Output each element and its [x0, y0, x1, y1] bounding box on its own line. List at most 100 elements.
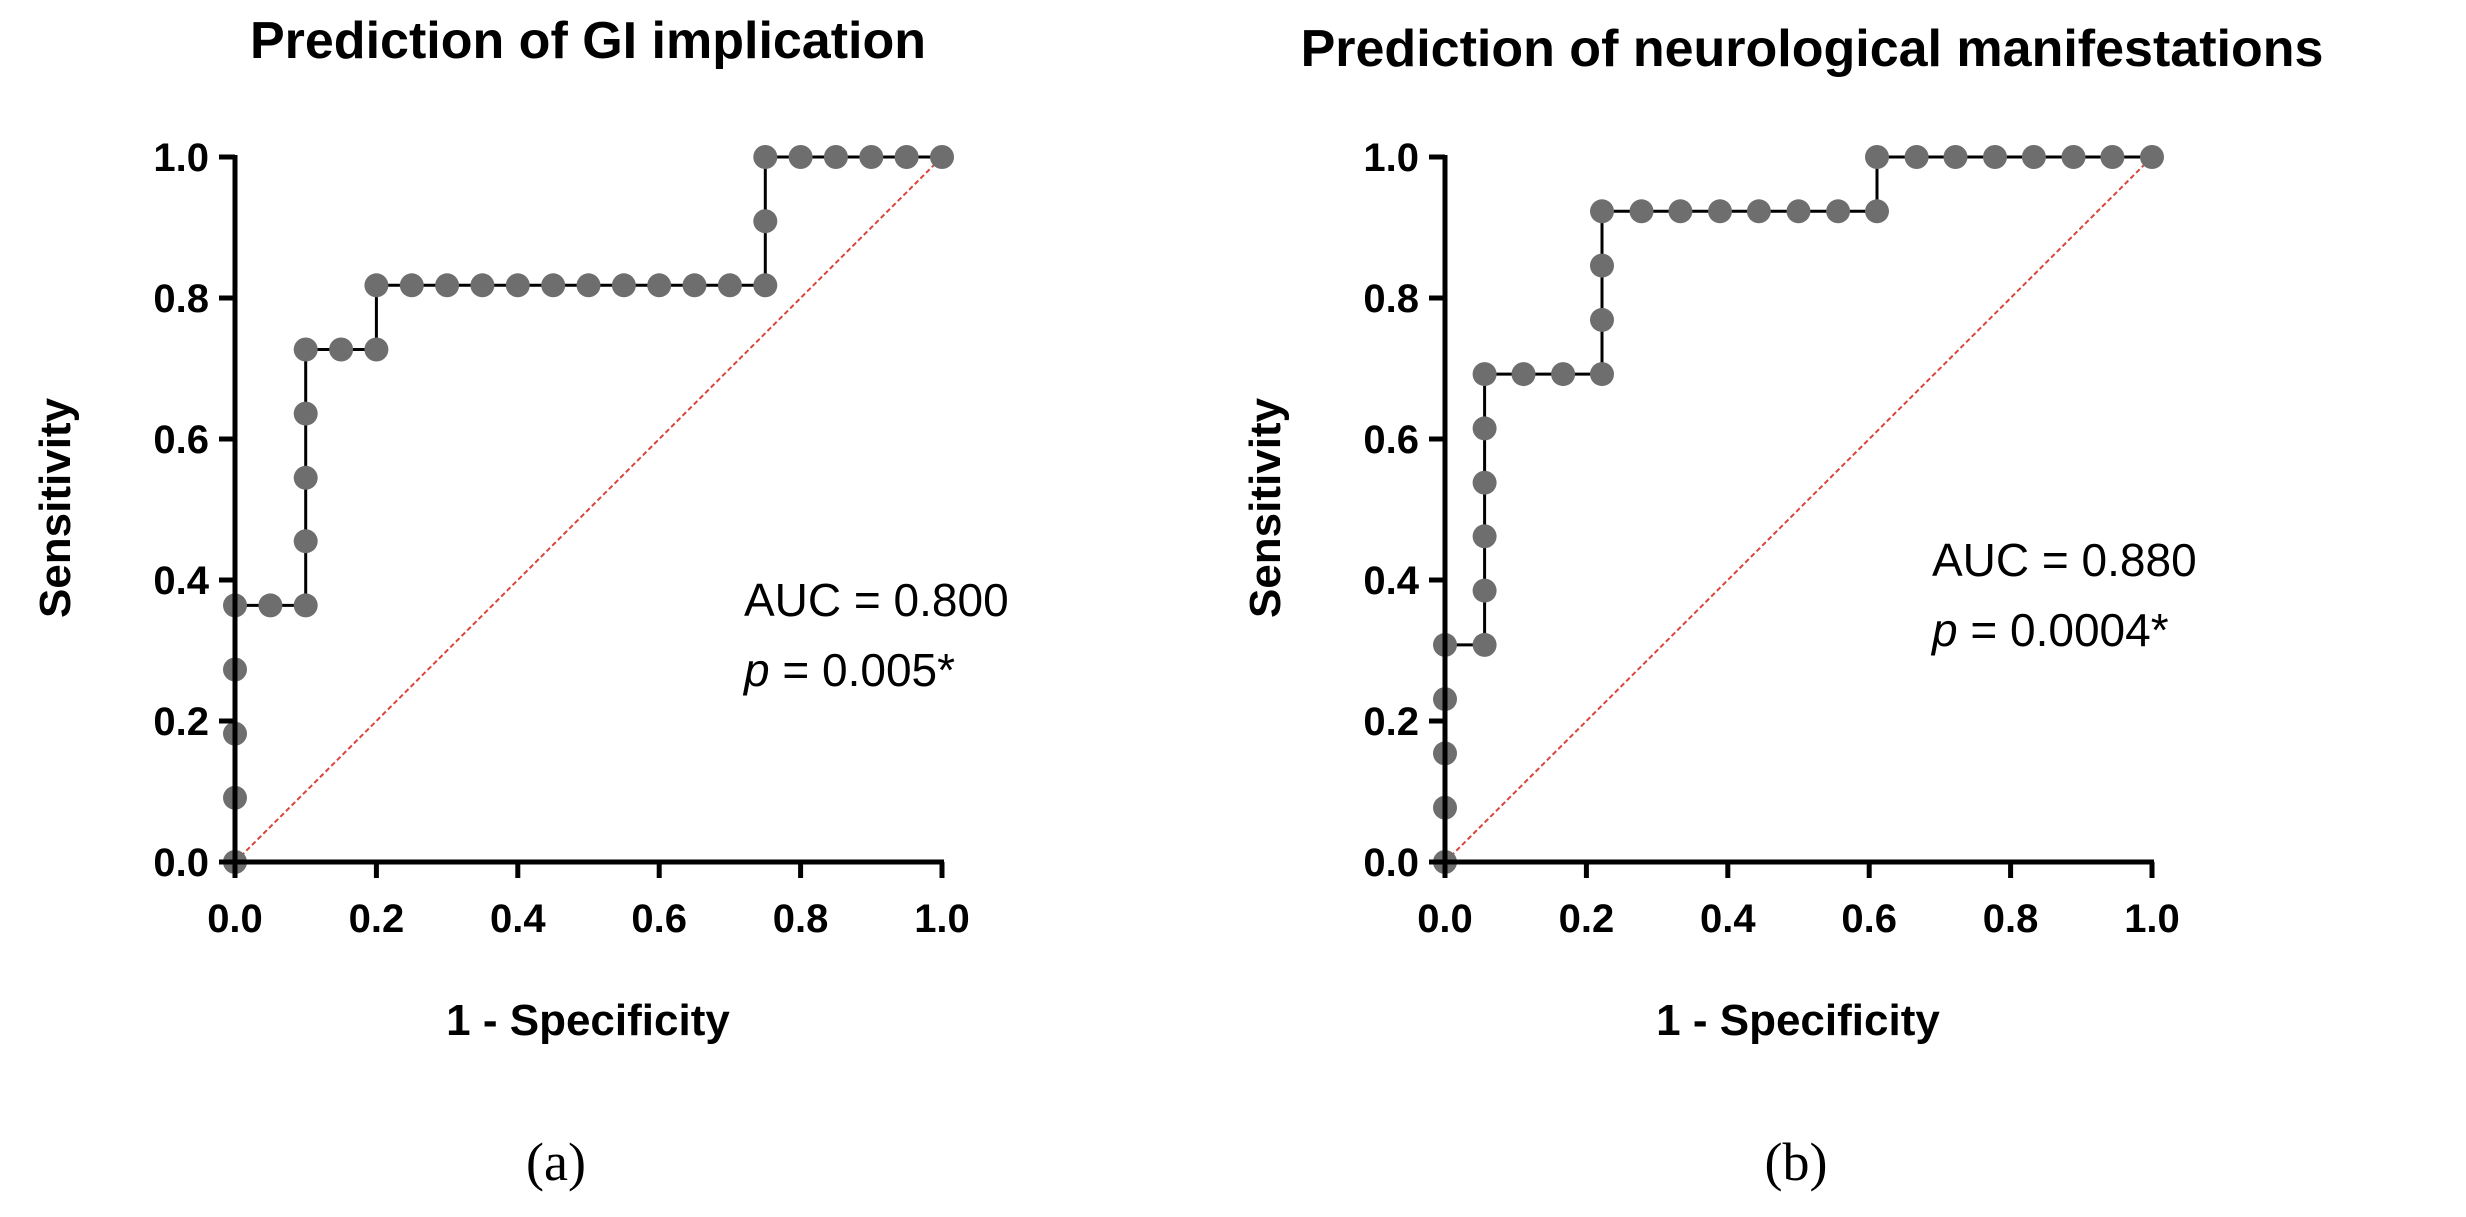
reference-line [1444, 156, 2153, 863]
roc-point [541, 273, 566, 298]
panel-label: (a) [526, 1132, 586, 1192]
chart-title: Prediction of neurological manifestation… [1301, 20, 2324, 78]
x-tick-label: 0.6 [1841, 897, 1897, 941]
roc-point [1472, 470, 1497, 495]
roc-point [293, 465, 318, 490]
y-tick-label: 0.4 [153, 559, 209, 603]
roc-point [823, 145, 848, 169]
y-tick-label: 0.8 [1363, 277, 1419, 321]
auc-annotation: AUC = 0.880 [1932, 534, 2197, 586]
x-tick-label: 0.2 [349, 897, 405, 941]
x-tick-label: 0.6 [631, 897, 687, 941]
roc-point [753, 145, 778, 169]
roc-point [1983, 145, 2007, 169]
roc-point [647, 273, 672, 298]
roc-point [576, 273, 601, 298]
auc-annotation: AUC = 0.800 [744, 574, 1009, 626]
reference-line [234, 156, 943, 863]
roc-point [2140, 145, 2164, 169]
y-tick-label: 0.0 [153, 841, 209, 885]
x-axis-label: 1 - Specificity [446, 996, 730, 1045]
y-tick-label: 0.8 [153, 277, 209, 321]
roc-point [2100, 145, 2125, 169]
y-axis-label: Sensitivity [31, 397, 80, 618]
roc-point [399, 273, 424, 298]
roc-point [293, 337, 318, 362]
p-value: = 0.0004* [1958, 604, 2169, 656]
roc-point [1472, 362, 1497, 387]
roc-point [1629, 199, 1654, 224]
y-tick-label: 1.0 [153, 136, 209, 180]
roc-point [894, 145, 919, 169]
roc-point [1472, 578, 1497, 603]
y-ticks: 0.0 0.2 0.4 0.6 0.8 1.0 [1363, 136, 1445, 885]
roc-point [364, 273, 389, 298]
p-symbol: p [1930, 604, 1958, 656]
roc-point [293, 529, 318, 554]
x-tick-label: 0.0 [1417, 897, 1473, 941]
x-tick-label: 0.0 [207, 897, 263, 941]
roc-point [1708, 199, 1732, 224]
roc-point [859, 145, 884, 169]
roc-point [1590, 307, 1614, 332]
roc-point [1826, 199, 1851, 224]
x-tick-label: 0.8 [773, 897, 829, 941]
y-tick-label: 0.4 [1363, 559, 1419, 603]
panel-label: (b) [1765, 1132, 1828, 1192]
chart-gi-implication: Prediction of GI implication 0.00.20.40.… [31, 12, 1009, 1192]
roc-point [364, 337, 389, 362]
roc-point [1551, 362, 1576, 387]
roc-point [717, 273, 742, 298]
y-tick-label: 0.6 [1363, 418, 1419, 462]
roc-point [1511, 362, 1536, 387]
y-tick-label: 0.2 [1363, 700, 1419, 744]
p-symbol: p [742, 644, 770, 696]
x-tick-label: 0.2 [1559, 897, 1615, 941]
roc-point [1590, 253, 1614, 278]
y-ticks: 0.0 0.2 0.4 0.6 0.8 1.0 [153, 136, 235, 885]
y-axis-label: Sensitivity [1241, 397, 1290, 618]
roc-point [930, 145, 954, 169]
p-value-annotation: p = 0.005* [742, 644, 955, 696]
roc-point [753, 209, 778, 234]
roc-point [1865, 145, 1889, 169]
roc-point [1472, 416, 1497, 441]
x-tick-label: 1.0 [2124, 897, 2180, 941]
y-tick-label: 0.2 [153, 700, 209, 744]
roc-point [435, 273, 460, 298]
x-axis-label: 1 - Specificity [1656, 996, 1940, 1045]
roc-point [1590, 362, 1614, 387]
roc-point [1943, 145, 1968, 169]
roc-point [611, 273, 636, 298]
roc-point [293, 593, 318, 618]
roc-point [258, 593, 283, 618]
roc-point [1904, 145, 1929, 169]
y-tick-label: 1.0 [1363, 136, 1419, 180]
roc-point [1590, 199, 1614, 224]
x-tick-label: 0.8 [1983, 897, 2039, 941]
roc-point [1865, 199, 1889, 224]
x-tick-label: 1.0 [914, 897, 970, 941]
roc-points [223, 145, 954, 874]
roc-point [682, 273, 707, 298]
y-tick-label: 0.0 [1363, 841, 1419, 885]
roc-point [329, 337, 354, 362]
roc-point [470, 273, 495, 298]
roc-point [293, 401, 318, 426]
roc-point [1472, 524, 1497, 549]
roc-point [788, 145, 813, 169]
x-ticks: 0.0 0.2 0.4 0.6 0.8 1.0 [207, 862, 970, 941]
chart-title: Prediction of GI implication [250, 12, 926, 70]
x-ticks: 0.0 0.2 0.4 0.6 0.8 1.0 [1417, 862, 2180, 941]
roc-point [505, 273, 530, 298]
roc-point [2061, 145, 2086, 169]
roc-point [2021, 145, 2046, 169]
roc-point [1746, 199, 1771, 224]
chart-neurological-manifestations: Prediction of neurological manifestation… [1241, 20, 2323, 1192]
roc-point [753, 273, 778, 298]
roc-point [1668, 199, 1693, 224]
x-tick-label: 0.4 [1700, 897, 1756, 941]
y-tick-label: 0.6 [153, 418, 209, 462]
roc-point [1786, 199, 1811, 224]
